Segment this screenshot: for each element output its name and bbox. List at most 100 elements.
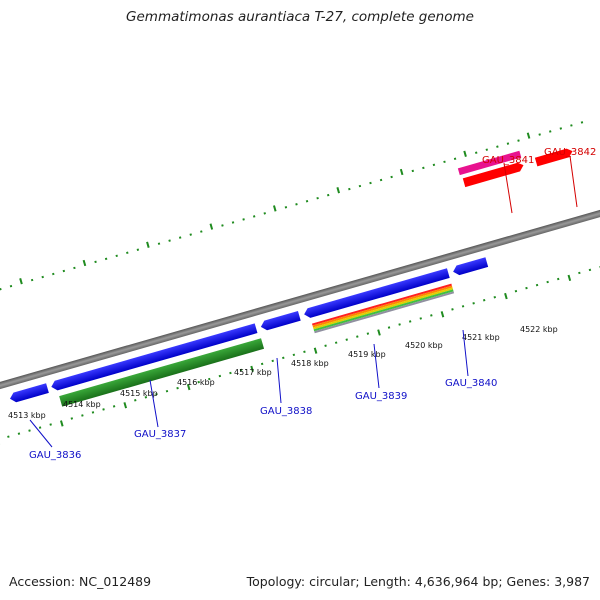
gene-arrow-gau3840[interactable] xyxy=(452,257,489,276)
minor-tick xyxy=(102,408,105,411)
major-tick xyxy=(399,168,404,176)
minor-tick xyxy=(136,248,140,251)
minor-tick xyxy=(326,193,330,197)
minor-tick xyxy=(369,181,372,185)
minor-tick xyxy=(485,148,489,151)
minor-tick xyxy=(41,275,44,279)
gene-label-gau3842[interactable]: GAU_3842 xyxy=(544,147,596,158)
gene-arrow-gau3841-pink[interactable] xyxy=(457,150,522,176)
minor-tick xyxy=(70,417,74,420)
minor-tick xyxy=(94,260,97,264)
gene-arrow-gau3837[interactable] xyxy=(50,323,258,391)
gene-label-gau3837[interactable]: GAU_3837 xyxy=(134,429,186,440)
minor-tick xyxy=(292,353,296,357)
minor-tick xyxy=(30,278,34,282)
major-tick xyxy=(60,420,64,427)
gene-leader-line xyxy=(149,379,159,428)
kbp-tick-label: 4516 kbp xyxy=(177,378,215,387)
minor-tick xyxy=(538,133,541,136)
gene-arrow-gau3841[interactable] xyxy=(462,161,525,188)
major-tick xyxy=(504,292,508,300)
minor-tick xyxy=(535,283,539,287)
minor-tick xyxy=(284,206,288,209)
minor-tick xyxy=(411,169,415,173)
kbp-labels: 4513 kbp 4514 kbp 4515 kbp 4516 kbp 4517 kbp… xyxy=(8,325,558,420)
minor-tick xyxy=(263,212,266,215)
gene-labels: GAU_3836 GAU_3837 GAU_3838 GAU_3839 GAU_3840… xyxy=(29,147,596,461)
minor-tick xyxy=(52,272,55,276)
minor-tick xyxy=(81,414,84,417)
minor-tick xyxy=(443,160,446,164)
gene-bar-green[interactable] xyxy=(59,338,265,407)
minor-tick xyxy=(126,251,129,255)
outer-tick-track xyxy=(0,121,584,291)
major-tick xyxy=(123,402,128,409)
kbp-tick-label: 4515 kbp xyxy=(120,389,158,398)
minor-tick xyxy=(430,314,433,317)
minor-tick xyxy=(525,286,528,290)
minor-tick xyxy=(200,230,203,233)
minor-tick xyxy=(496,145,499,148)
genome-backbone xyxy=(0,191,600,408)
minor-tick xyxy=(506,142,510,145)
minor-tick xyxy=(366,332,370,335)
gene-arrow-gau3836[interactable] xyxy=(9,383,49,403)
minor-tick xyxy=(453,157,457,161)
minor-tick xyxy=(38,426,42,429)
minor-tick xyxy=(556,277,560,281)
minor-tick xyxy=(231,221,235,224)
minor-tick xyxy=(221,224,224,227)
gene-arrow-gau3842[interactable] xyxy=(534,147,574,167)
gene-leader-line xyxy=(462,329,469,377)
minor-tick xyxy=(432,163,436,167)
minor-tick xyxy=(134,399,137,402)
minor-tick xyxy=(197,380,200,384)
minor-tick xyxy=(17,432,21,435)
gene-leader-line xyxy=(503,162,513,214)
major-tick xyxy=(313,347,318,354)
major-tick xyxy=(272,205,277,212)
reverse-strand-genes xyxy=(9,257,489,407)
minor-tick xyxy=(493,295,497,299)
minor-tick xyxy=(398,323,401,326)
gene-label-gau3841[interactable]: GAU_3841 xyxy=(482,155,534,166)
major-tick xyxy=(463,150,467,157)
gene-label-gau3839[interactable]: GAU_3839 xyxy=(355,391,407,402)
minor-tick xyxy=(208,377,211,381)
accession-label: Accession: NC_012489 xyxy=(9,574,152,589)
major-tick xyxy=(526,132,531,139)
minor-tick xyxy=(28,429,31,432)
gene-arrow-gau3839[interactable] xyxy=(303,268,450,319)
gene-label-gau3840[interactable]: GAU_3840 xyxy=(445,378,497,389)
gene-label-gau3838[interactable]: GAU_3838 xyxy=(260,406,312,417)
kbp-tick-label: 4514 kbp xyxy=(63,400,101,409)
minor-tick xyxy=(155,392,158,396)
kbp-tick-label: 4518 kbp xyxy=(291,359,329,368)
major-tick xyxy=(377,329,381,336)
minor-tick xyxy=(165,389,169,393)
multicolor-feature-bars xyxy=(311,283,455,334)
minor-tick xyxy=(157,242,161,245)
minor-tick xyxy=(229,371,232,375)
gene-leader-line xyxy=(569,155,578,208)
kbp-tick-label: 4519 kbp xyxy=(348,350,386,359)
minor-tick xyxy=(178,236,182,239)
minor-tick xyxy=(271,359,274,363)
minor-tick xyxy=(260,362,264,366)
minor-tick xyxy=(580,121,584,124)
minor-tick xyxy=(168,239,171,242)
minor-tick xyxy=(7,435,10,438)
minor-tick xyxy=(316,196,319,200)
gene-label-gau3836[interactable]: GAU_3836 xyxy=(29,450,81,461)
gene-leader-line xyxy=(373,343,380,389)
minor-tick xyxy=(144,396,148,399)
kbp-tick-label: 4517 kbp xyxy=(234,368,272,377)
major-tick xyxy=(19,278,23,285)
gene-arrow-gau3838[interactable] xyxy=(259,310,301,332)
minor-tick xyxy=(461,305,465,308)
map-title: Gemmatimonas aurantiaca T-27, complete g… xyxy=(126,9,474,25)
minor-tick xyxy=(239,368,243,372)
minor-tick xyxy=(242,218,245,221)
major-tick xyxy=(146,241,150,248)
minor-tick xyxy=(345,338,348,341)
